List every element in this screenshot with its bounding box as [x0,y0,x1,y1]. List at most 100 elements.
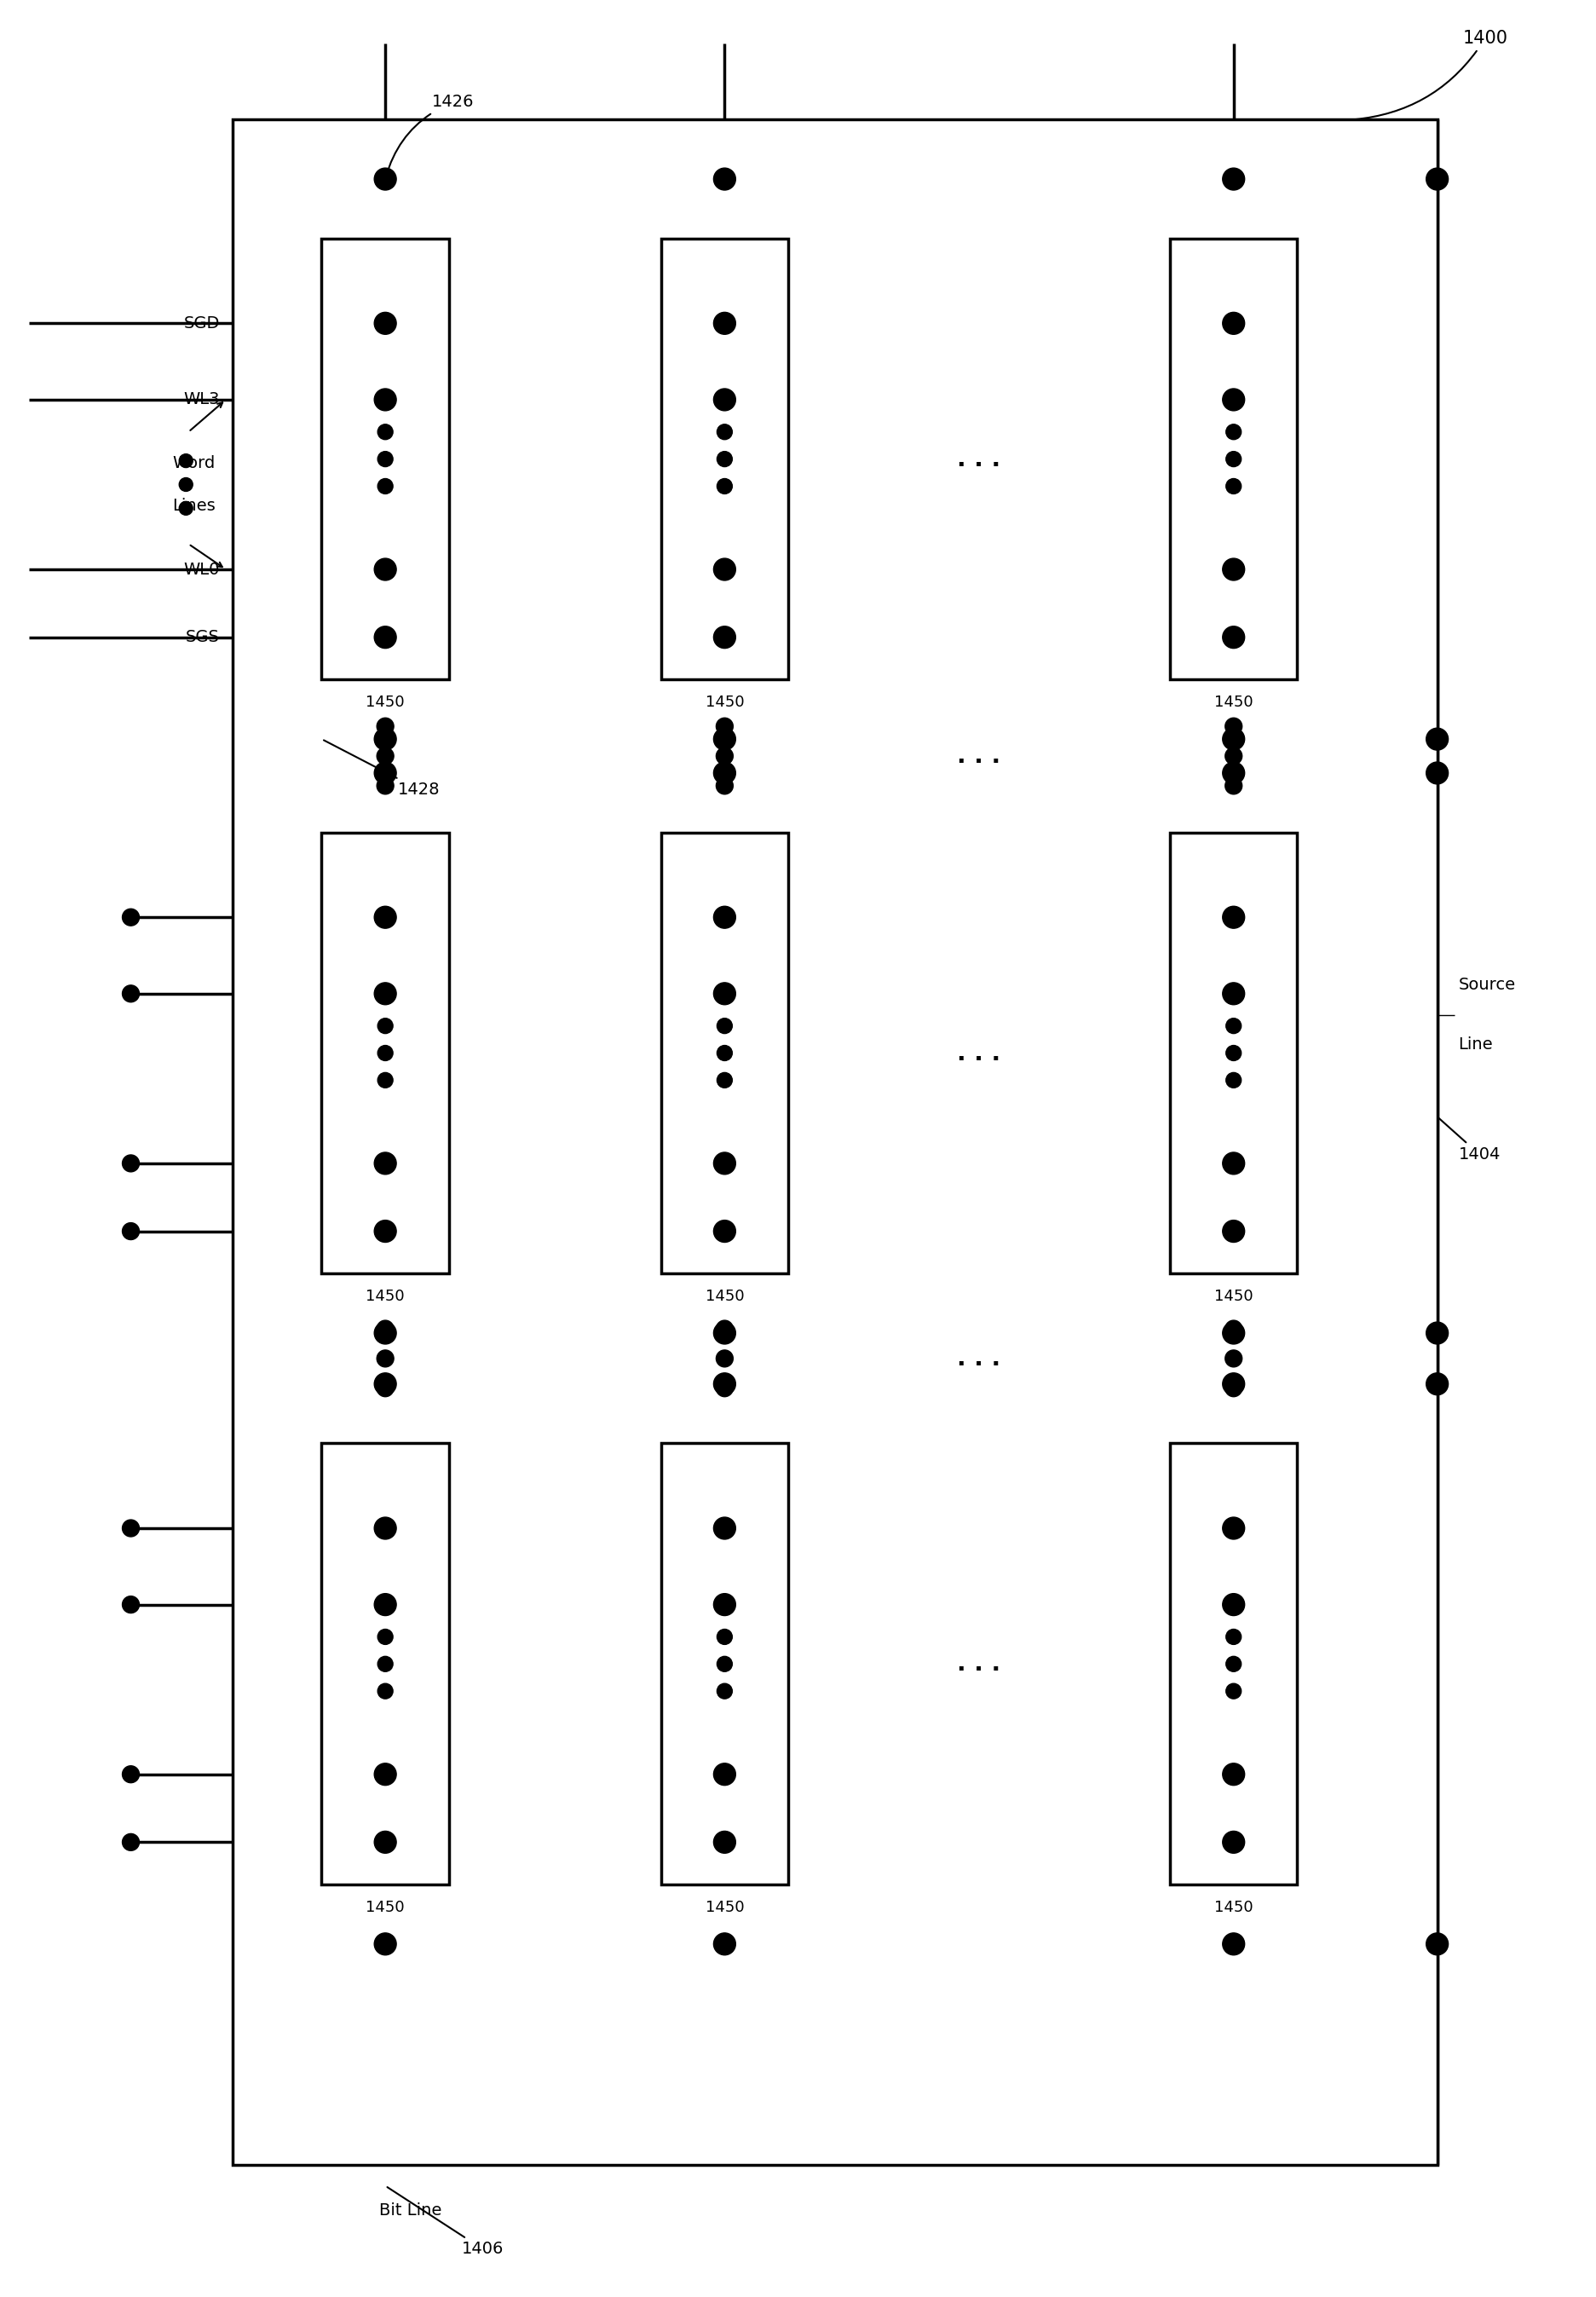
Circle shape [375,627,396,648]
Circle shape [378,1684,393,1700]
Circle shape [713,312,736,335]
Text: WL0: WL0 [184,560,220,577]
Circle shape [1223,1518,1245,1539]
Circle shape [1226,1351,1242,1367]
Circle shape [713,1153,736,1174]
Text: 1428: 1428 [324,740,440,797]
Circle shape [375,1153,396,1174]
Circle shape [713,907,736,928]
Circle shape [1223,1374,1245,1394]
Circle shape [1223,728,1245,751]
Circle shape [1223,312,1245,335]
Circle shape [713,1764,736,1785]
Circle shape [378,478,393,494]
Circle shape [1226,719,1242,735]
Circle shape [375,763,396,783]
Text: . . .: . . . [958,1346,1001,1371]
Circle shape [378,1629,393,1645]
Bar [322,832,448,1273]
Circle shape [713,728,736,751]
Circle shape [717,1656,733,1672]
Circle shape [179,478,193,492]
Text: 1450: 1450 [705,696,744,710]
Text: . . .: . . . [958,1652,1001,1677]
Text: 1450: 1450 [1215,1900,1253,1916]
Text: . . .: . . . [958,1041,1001,1066]
Circle shape [713,627,736,648]
Circle shape [1223,763,1245,783]
Circle shape [1427,763,1448,783]
Circle shape [123,1833,139,1851]
Circle shape [1226,1321,1242,1337]
Circle shape [123,985,139,1001]
Circle shape [179,501,193,515]
Circle shape [717,1045,733,1061]
Circle shape [377,719,394,735]
Circle shape [1226,747,1242,765]
Circle shape [377,1380,394,1397]
Circle shape [717,1351,733,1367]
Circle shape [717,1018,733,1034]
Circle shape [717,776,733,795]
Circle shape [123,910,139,926]
Circle shape [375,1323,396,1344]
Circle shape [713,168,736,191]
Circle shape [713,1323,736,1344]
Circle shape [713,1518,736,1539]
Text: 1450: 1450 [365,696,405,710]
Circle shape [375,1831,396,1854]
Circle shape [1427,728,1448,751]
Bar [1170,239,1298,680]
Circle shape [713,558,736,581]
Text: WL3: WL3 [184,390,220,409]
Circle shape [377,747,394,765]
Bar [322,1443,448,1884]
Circle shape [1223,1594,1245,1615]
Circle shape [378,1045,393,1061]
Text: 1450: 1450 [1215,696,1253,710]
Bar [233,119,1438,2164]
Circle shape [717,747,733,765]
Circle shape [713,1934,736,1955]
Circle shape [1226,1018,1242,1034]
Text: . . .: . . . [958,448,1001,471]
Circle shape [375,558,396,581]
Circle shape [375,1220,396,1243]
Circle shape [713,1374,736,1394]
Bar [661,239,788,680]
Circle shape [713,1831,736,1854]
Circle shape [717,1684,733,1700]
Circle shape [1226,1656,1242,1672]
Text: 1450: 1450 [365,1900,405,1916]
Circle shape [375,1594,396,1615]
Circle shape [123,1222,139,1240]
Circle shape [1427,1934,1448,1955]
Circle shape [377,1351,394,1367]
Circle shape [1226,1045,1242,1061]
Circle shape [713,1220,736,1243]
Circle shape [375,168,396,191]
Text: Line: Line [1459,1036,1492,1052]
Circle shape [713,763,736,783]
Circle shape [375,907,396,928]
Bar [322,239,448,680]
Circle shape [1223,627,1245,648]
Circle shape [375,1374,396,1394]
Circle shape [1223,558,1245,581]
Text: SGS: SGS [185,629,220,645]
Text: 1450: 1450 [705,1289,744,1305]
Text: 1404: 1404 [1440,1119,1500,1162]
Circle shape [123,1596,139,1612]
Circle shape [717,719,733,735]
Text: 1450: 1450 [1215,1289,1253,1305]
Circle shape [375,728,396,751]
Circle shape [1226,776,1242,795]
Circle shape [1226,1380,1242,1397]
Circle shape [713,388,736,411]
Circle shape [713,983,736,1004]
Circle shape [1226,1073,1242,1089]
Circle shape [377,1321,394,1337]
Circle shape [1223,1323,1245,1344]
Circle shape [1223,1764,1245,1785]
Circle shape [1427,1374,1448,1394]
